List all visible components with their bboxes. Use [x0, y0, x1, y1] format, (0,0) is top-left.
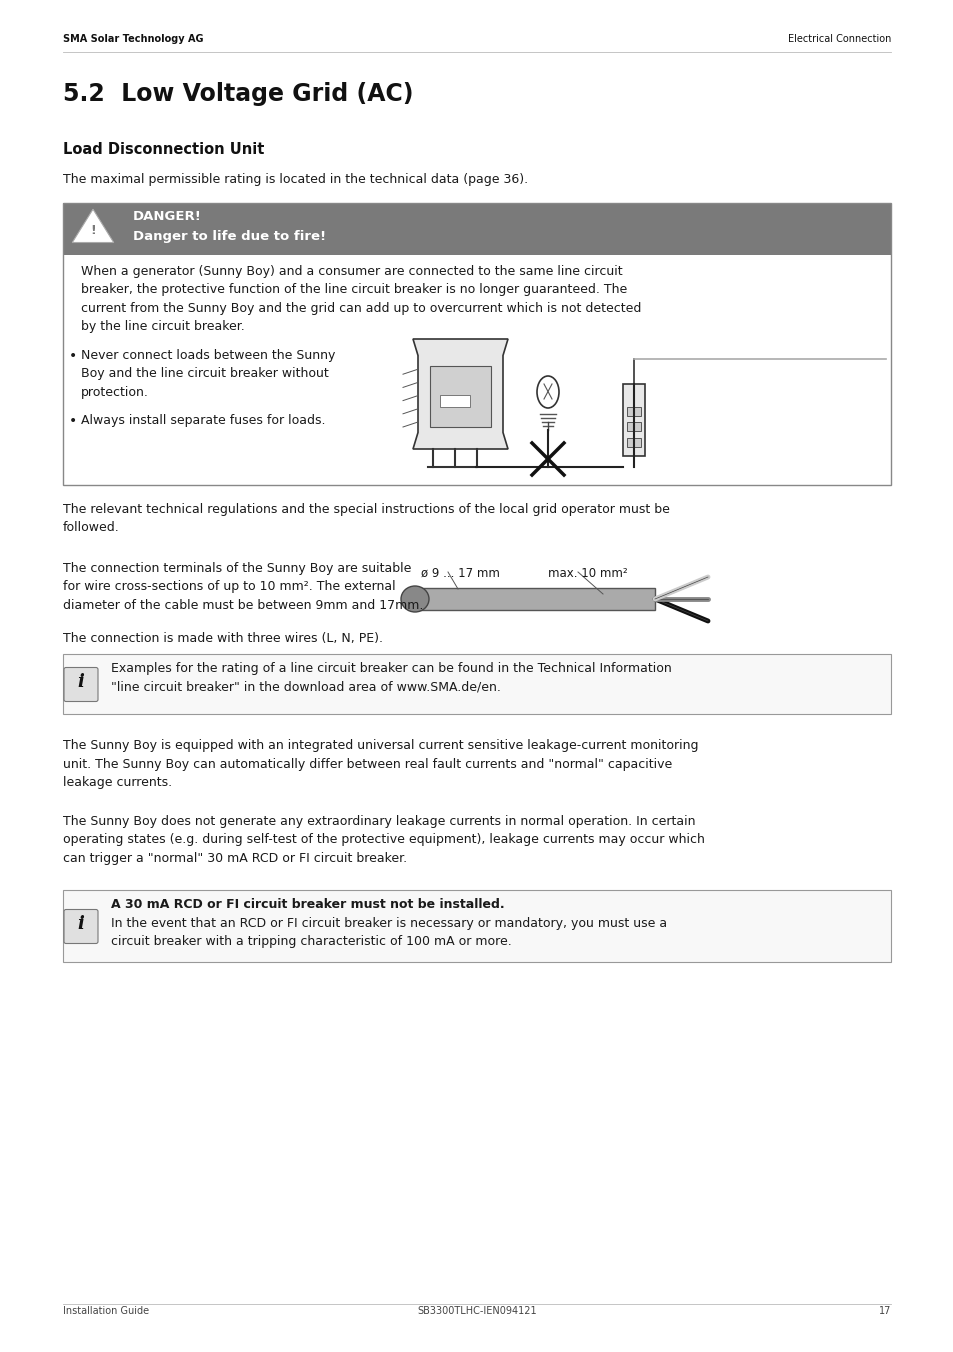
Text: The Sunny Boy does not generate any extraordinary leakage currents in normal ope: The Sunny Boy does not generate any extr… [63, 815, 695, 827]
FancyBboxPatch shape [63, 256, 890, 485]
Text: operating states (e.g. during self-test of the protective equipment), leakage cu: operating states (e.g. during self-test … [63, 833, 704, 846]
Text: The connection terminals of the Sunny Boy are suitable: The connection terminals of the Sunny Bo… [63, 562, 411, 575]
Text: current from the Sunny Boy and the grid can add up to overcurrent which is not d: current from the Sunny Boy and the grid … [81, 301, 640, 315]
Text: Load Disconnection Unit: Load Disconnection Unit [63, 142, 264, 157]
FancyBboxPatch shape [439, 395, 470, 407]
Text: can trigger a "normal" 30 mA RCD or FI circuit breaker.: can trigger a "normal" 30 mA RCD or FI c… [63, 852, 407, 865]
Text: for wire cross-sections of up to 10 mm². The external: for wire cross-sections of up to 10 mm².… [63, 580, 395, 594]
Text: 17: 17 [878, 1306, 890, 1315]
Text: 5.2  Low Voltage Grid (AC): 5.2 Low Voltage Grid (AC) [63, 82, 413, 105]
Text: Never connect loads between the Sunny: Never connect loads between the Sunny [81, 349, 335, 362]
FancyBboxPatch shape [63, 654, 890, 714]
Text: by the line circuit breaker.: by the line circuit breaker. [81, 320, 245, 334]
FancyBboxPatch shape [626, 407, 640, 416]
Polygon shape [72, 210, 113, 242]
Text: circuit breaker with a tripping characteristic of 100 mA or more.: circuit breaker with a tripping characte… [111, 936, 511, 949]
Text: max. 10 mm²: max. 10 mm² [547, 566, 627, 580]
FancyBboxPatch shape [63, 891, 890, 963]
FancyBboxPatch shape [415, 588, 655, 610]
FancyBboxPatch shape [626, 422, 640, 431]
Text: ø 9 ... 17 mm: ø 9 ... 17 mm [420, 566, 499, 580]
Text: followed.: followed. [63, 522, 120, 534]
Text: Boy and the line circuit breaker without: Boy and the line circuit breaker without [81, 368, 329, 380]
FancyBboxPatch shape [64, 668, 98, 702]
Text: breaker, the protective function of the line circuit breaker is no longer guaran: breaker, the protective function of the … [81, 284, 626, 296]
Text: SB3300TLHC-IEN094121: SB3300TLHC-IEN094121 [416, 1306, 537, 1315]
Text: In the event that an RCD or FI circuit breaker is necessary or mandatory, you mu: In the event that an RCD or FI circuit b… [111, 917, 666, 930]
Text: •: • [69, 349, 77, 362]
Text: The Sunny Boy is equipped with an integrated universal current sensitive leakage: The Sunny Boy is equipped with an integr… [63, 740, 698, 753]
Text: diameter of the cable must be between 9mm and 17mm.: diameter of the cable must be between 9m… [63, 599, 423, 612]
Text: DANGER!: DANGER! [132, 210, 202, 223]
FancyBboxPatch shape [63, 203, 890, 256]
FancyBboxPatch shape [430, 366, 491, 427]
FancyBboxPatch shape [626, 438, 640, 448]
Text: i: i [77, 673, 85, 691]
FancyBboxPatch shape [622, 384, 644, 456]
Text: i: i [77, 915, 85, 933]
Text: Installation Guide: Installation Guide [63, 1306, 149, 1315]
Text: Danger to life due to fire!: Danger to life due to fire! [132, 230, 326, 243]
FancyBboxPatch shape [64, 910, 98, 944]
Text: Examples for the rating of a line circuit breaker can be found in the Technical : Examples for the rating of a line circui… [111, 662, 671, 676]
Text: The maximal permissible rating is located in the technical data (page 36).: The maximal permissible rating is locate… [63, 173, 528, 187]
Text: The relevant technical regulations and the special instructions of the local gri: The relevant technical regulations and t… [63, 503, 669, 516]
Text: Always install separate fuses for loads.: Always install separate fuses for loads. [81, 415, 325, 427]
Text: •: • [69, 415, 77, 429]
Text: unit. The Sunny Boy can automatically differ between real fault currents and "no: unit. The Sunny Boy can automatically di… [63, 758, 672, 771]
Text: "line circuit breaker" in the download area of www.SMA.de/en.: "line circuit breaker" in the download a… [111, 681, 500, 694]
Text: SMA Solar Technology AG: SMA Solar Technology AG [63, 34, 203, 45]
Text: The connection is made with three wires (L, N, PE).: The connection is made with three wires … [63, 633, 382, 645]
Ellipse shape [400, 585, 429, 612]
Ellipse shape [537, 376, 558, 408]
Polygon shape [413, 339, 507, 449]
Text: leakage currents.: leakage currents. [63, 776, 172, 790]
Text: !: ! [91, 224, 96, 238]
Text: protection.: protection. [81, 387, 149, 399]
Text: When a generator (Sunny Boy) and a consumer are connected to the same line circu: When a generator (Sunny Boy) and a consu… [81, 265, 622, 279]
Text: A 30 mA RCD or FI circuit breaker must not be installed.: A 30 mA RCD or FI circuit breaker must n… [111, 899, 504, 911]
Text: Electrical Connection: Electrical Connection [787, 34, 890, 45]
